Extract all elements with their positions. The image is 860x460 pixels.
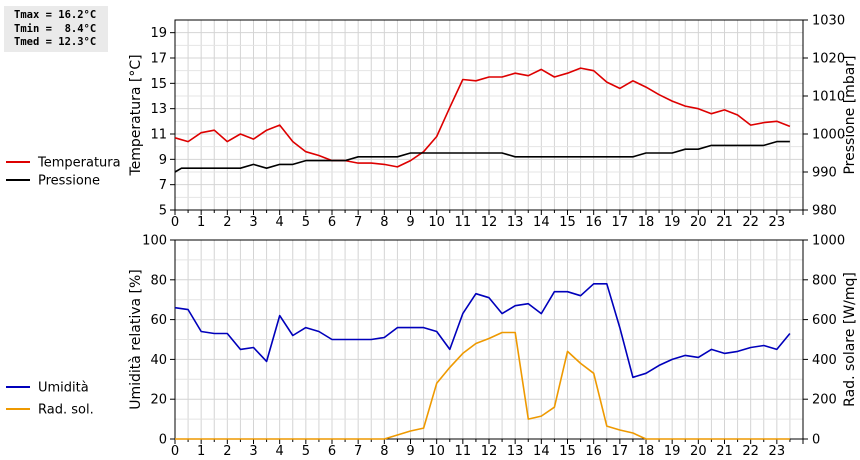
series-line-rad-sol- xyxy=(175,331,790,440)
x-tick-label: 3 xyxy=(249,444,257,459)
y2-tick-label: 200 xyxy=(812,393,837,408)
y2-tick-label: 990 xyxy=(812,166,837,181)
x-tick-label: 21 xyxy=(716,444,733,459)
x-tick-label: 8 xyxy=(380,215,388,230)
y2-tick-label: 1030 xyxy=(812,14,845,29)
x-tick-label: 22 xyxy=(742,215,759,230)
x-tick-label: 23 xyxy=(769,215,786,230)
x-tick-label: 17 xyxy=(612,444,629,459)
x-tick-label: 12 xyxy=(481,215,498,230)
y2-tick-label: 1000 xyxy=(812,128,845,143)
legend-label: Pressione xyxy=(38,174,100,189)
x-tick-label: 18 xyxy=(638,444,655,459)
y2-axis-title: Rad. solare [W/mq] xyxy=(842,272,858,407)
y-tick-label: 19 xyxy=(150,26,167,41)
stat-tmax: Tmax = 16.2°C xyxy=(14,9,97,21)
y2-tick-label: 600 xyxy=(812,313,837,328)
x-tick-label: 16 xyxy=(585,444,602,459)
series-line-umidit- xyxy=(174,282,791,379)
x-tick-label: 6 xyxy=(328,444,336,459)
x-tick-label: 1 xyxy=(197,444,205,459)
x-tick-label: 13 xyxy=(507,215,524,230)
x-tick-label: 11 xyxy=(455,215,472,230)
legend-label: Temperatura xyxy=(37,156,121,171)
x-tick-label: 9 xyxy=(406,215,414,230)
y-axis-title: Temperatura [°C] xyxy=(128,54,144,176)
stats-box: Tmax = 16.2°C Tmin = 8.4°C Tmed = 12.3°C xyxy=(4,6,108,52)
y2-tick-label: 800 xyxy=(812,273,837,288)
x-tick-label: 21 xyxy=(716,215,733,230)
chart-panel-0: 0 1 2 3 4 5 6 7 8 9 10 11 12 13 14 15 16 17 18 19 20 21 22 2357… xyxy=(6,14,858,230)
y2-tick-label: 1020 xyxy=(812,52,845,67)
x-tick-label: 19 xyxy=(664,444,681,459)
y2-tick-label: 1000 xyxy=(812,234,845,249)
x-tick-label: 7 xyxy=(354,215,362,230)
x-tick-label: 13 xyxy=(507,444,524,459)
y-tick-label: 9 xyxy=(159,153,167,168)
x-tick-label: 10 xyxy=(428,444,445,459)
plot-frame xyxy=(174,239,804,440)
y-tick-label: 17 xyxy=(150,52,167,67)
y-tick-label: 13 xyxy=(150,102,167,117)
x-tick-label: 0 xyxy=(171,444,179,459)
x-tick-label: 17 xyxy=(612,215,629,230)
x-tick-label: 0 xyxy=(171,215,179,230)
x-tick-label: 18 xyxy=(638,215,655,230)
x-tick-label: 2 xyxy=(223,215,231,230)
y-tick-label: 11 xyxy=(150,128,167,143)
x-tick-label: 16 xyxy=(585,215,602,230)
x-tick-label: 4 xyxy=(276,215,284,230)
stat-tmin: Tmin = 8.4°C xyxy=(14,22,97,35)
x-tick-label: 14 xyxy=(533,444,550,459)
x-tick-label: 22 xyxy=(742,444,759,459)
series-line-pressione xyxy=(174,140,790,173)
y2-axis-title: Pressione [mbar] xyxy=(842,55,858,174)
legend-label: Umidità xyxy=(38,381,89,396)
chart-panel-1: 0 1 2 3 4 5 6 7 8 9 10 11 12 13 14 15 16 17 18 19 20 21 22 2302… xyxy=(6,234,858,459)
y-tick-label: 5 xyxy=(159,204,167,219)
x-tick-label: 19 xyxy=(664,215,681,230)
x-tick-label: 3 xyxy=(249,215,257,230)
y-tick-label: 7 xyxy=(159,178,167,193)
x-tick-label: 2 xyxy=(223,444,231,459)
x-tick-label: 6 xyxy=(328,215,336,230)
y-tick-label: 20 xyxy=(150,393,167,408)
y-tick-label: 15 xyxy=(150,77,167,92)
stat-tmed: Tmed = 12.3°C xyxy=(14,36,97,48)
series-line-temperatura xyxy=(174,67,791,168)
y-tick-label: 40 xyxy=(150,353,167,368)
x-tick-label: 7 xyxy=(354,444,362,459)
x-tick-label: 15 xyxy=(559,215,576,230)
y2-tick-label: 0 xyxy=(812,433,820,448)
y2-tick-label: 1010 xyxy=(812,90,845,105)
y-tick-label: 80 xyxy=(150,273,167,288)
x-tick-label: 5 xyxy=(302,444,310,459)
y2-tick-label: 400 xyxy=(812,353,837,368)
legend-label: Rad. sol. xyxy=(38,403,94,418)
x-tick-label: 15 xyxy=(559,444,576,459)
x-tick-label: 9 xyxy=(406,444,414,459)
y-axis-title: Umidità relativa [%] xyxy=(128,269,144,410)
y-tick-label: 100 xyxy=(142,234,167,249)
y2-tick-label: 980 xyxy=(812,204,837,219)
y-tick-label: 60 xyxy=(150,313,167,328)
y-tick-label: 0 xyxy=(159,433,167,448)
x-tick-label: 8 xyxy=(380,444,388,459)
x-tick-label: 23 xyxy=(769,444,786,459)
x-tick-label: 4 xyxy=(276,444,284,459)
x-tick-label: 1 xyxy=(197,215,205,230)
x-tick-label: 11 xyxy=(455,444,472,459)
x-tick-label: 12 xyxy=(481,444,498,459)
x-tick-label: 10 xyxy=(428,215,445,230)
x-tick-label: 20 xyxy=(690,444,707,459)
x-tick-label: 20 xyxy=(690,215,707,230)
plot-frame xyxy=(174,19,804,211)
x-tick-label: 5 xyxy=(302,215,310,230)
x-tick-label: 14 xyxy=(533,215,550,230)
